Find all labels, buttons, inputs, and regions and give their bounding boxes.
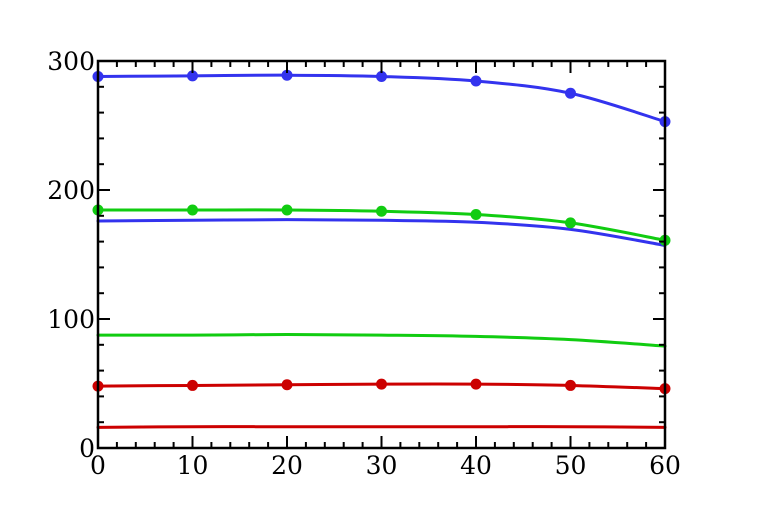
- series-6-line: [96, 425, 667, 429]
- plot-markers: [92, 69, 671, 395]
- x-tick-label: 20: [271, 451, 303, 480]
- x-tick-label: 60: [649, 451, 681, 480]
- series-5-point-6: [565, 379, 576, 391]
- plot-frame: [96, 59, 667, 450]
- plot-lines: [96, 73, 667, 429]
- y-tick-label: 200: [47, 176, 95, 205]
- series-1-point-5: [470, 75, 482, 87]
- tick-labels: 0 10 20 30 40 50 60 0 100 200 300: [47, 47, 681, 480]
- x-tick-label: 0: [90, 451, 106, 480]
- y-tick-label: 300: [47, 47, 95, 76]
- series-3-point-4: [376, 205, 387, 217]
- x-tick-label: 10: [177, 451, 209, 480]
- series-5-point-5: [470, 378, 482, 390]
- series-5-point-3: [281, 379, 293, 391]
- axis-ticks: [97, 60, 666, 449]
- series-3-point-5: [470, 209, 482, 221]
- series-1-line: [96, 73, 667, 124]
- series-1-point-2: [187, 70, 198, 82]
- series-3-point-2: [187, 204, 198, 216]
- y-tick-label: 0: [79, 434, 95, 463]
- series-1-point-3: [281, 69, 293, 81]
- x-tick-label: 30: [366, 451, 398, 480]
- series-5-point-4: [376, 378, 387, 390]
- series-5-point-2: [187, 379, 198, 391]
- y-tick-label: 100: [47, 305, 95, 334]
- series-1-point-4: [376, 70, 387, 82]
- series-3-point-3: [281, 204, 293, 216]
- x-tick-label: 50: [555, 451, 587, 480]
- x-tick-label: 40: [460, 451, 492, 480]
- series-4-line: [96, 332, 667, 348]
- series-1-point-6: [565, 87, 576, 99]
- series-2-line: [96, 218, 667, 247]
- series-3-point-6: [565, 217, 576, 229]
